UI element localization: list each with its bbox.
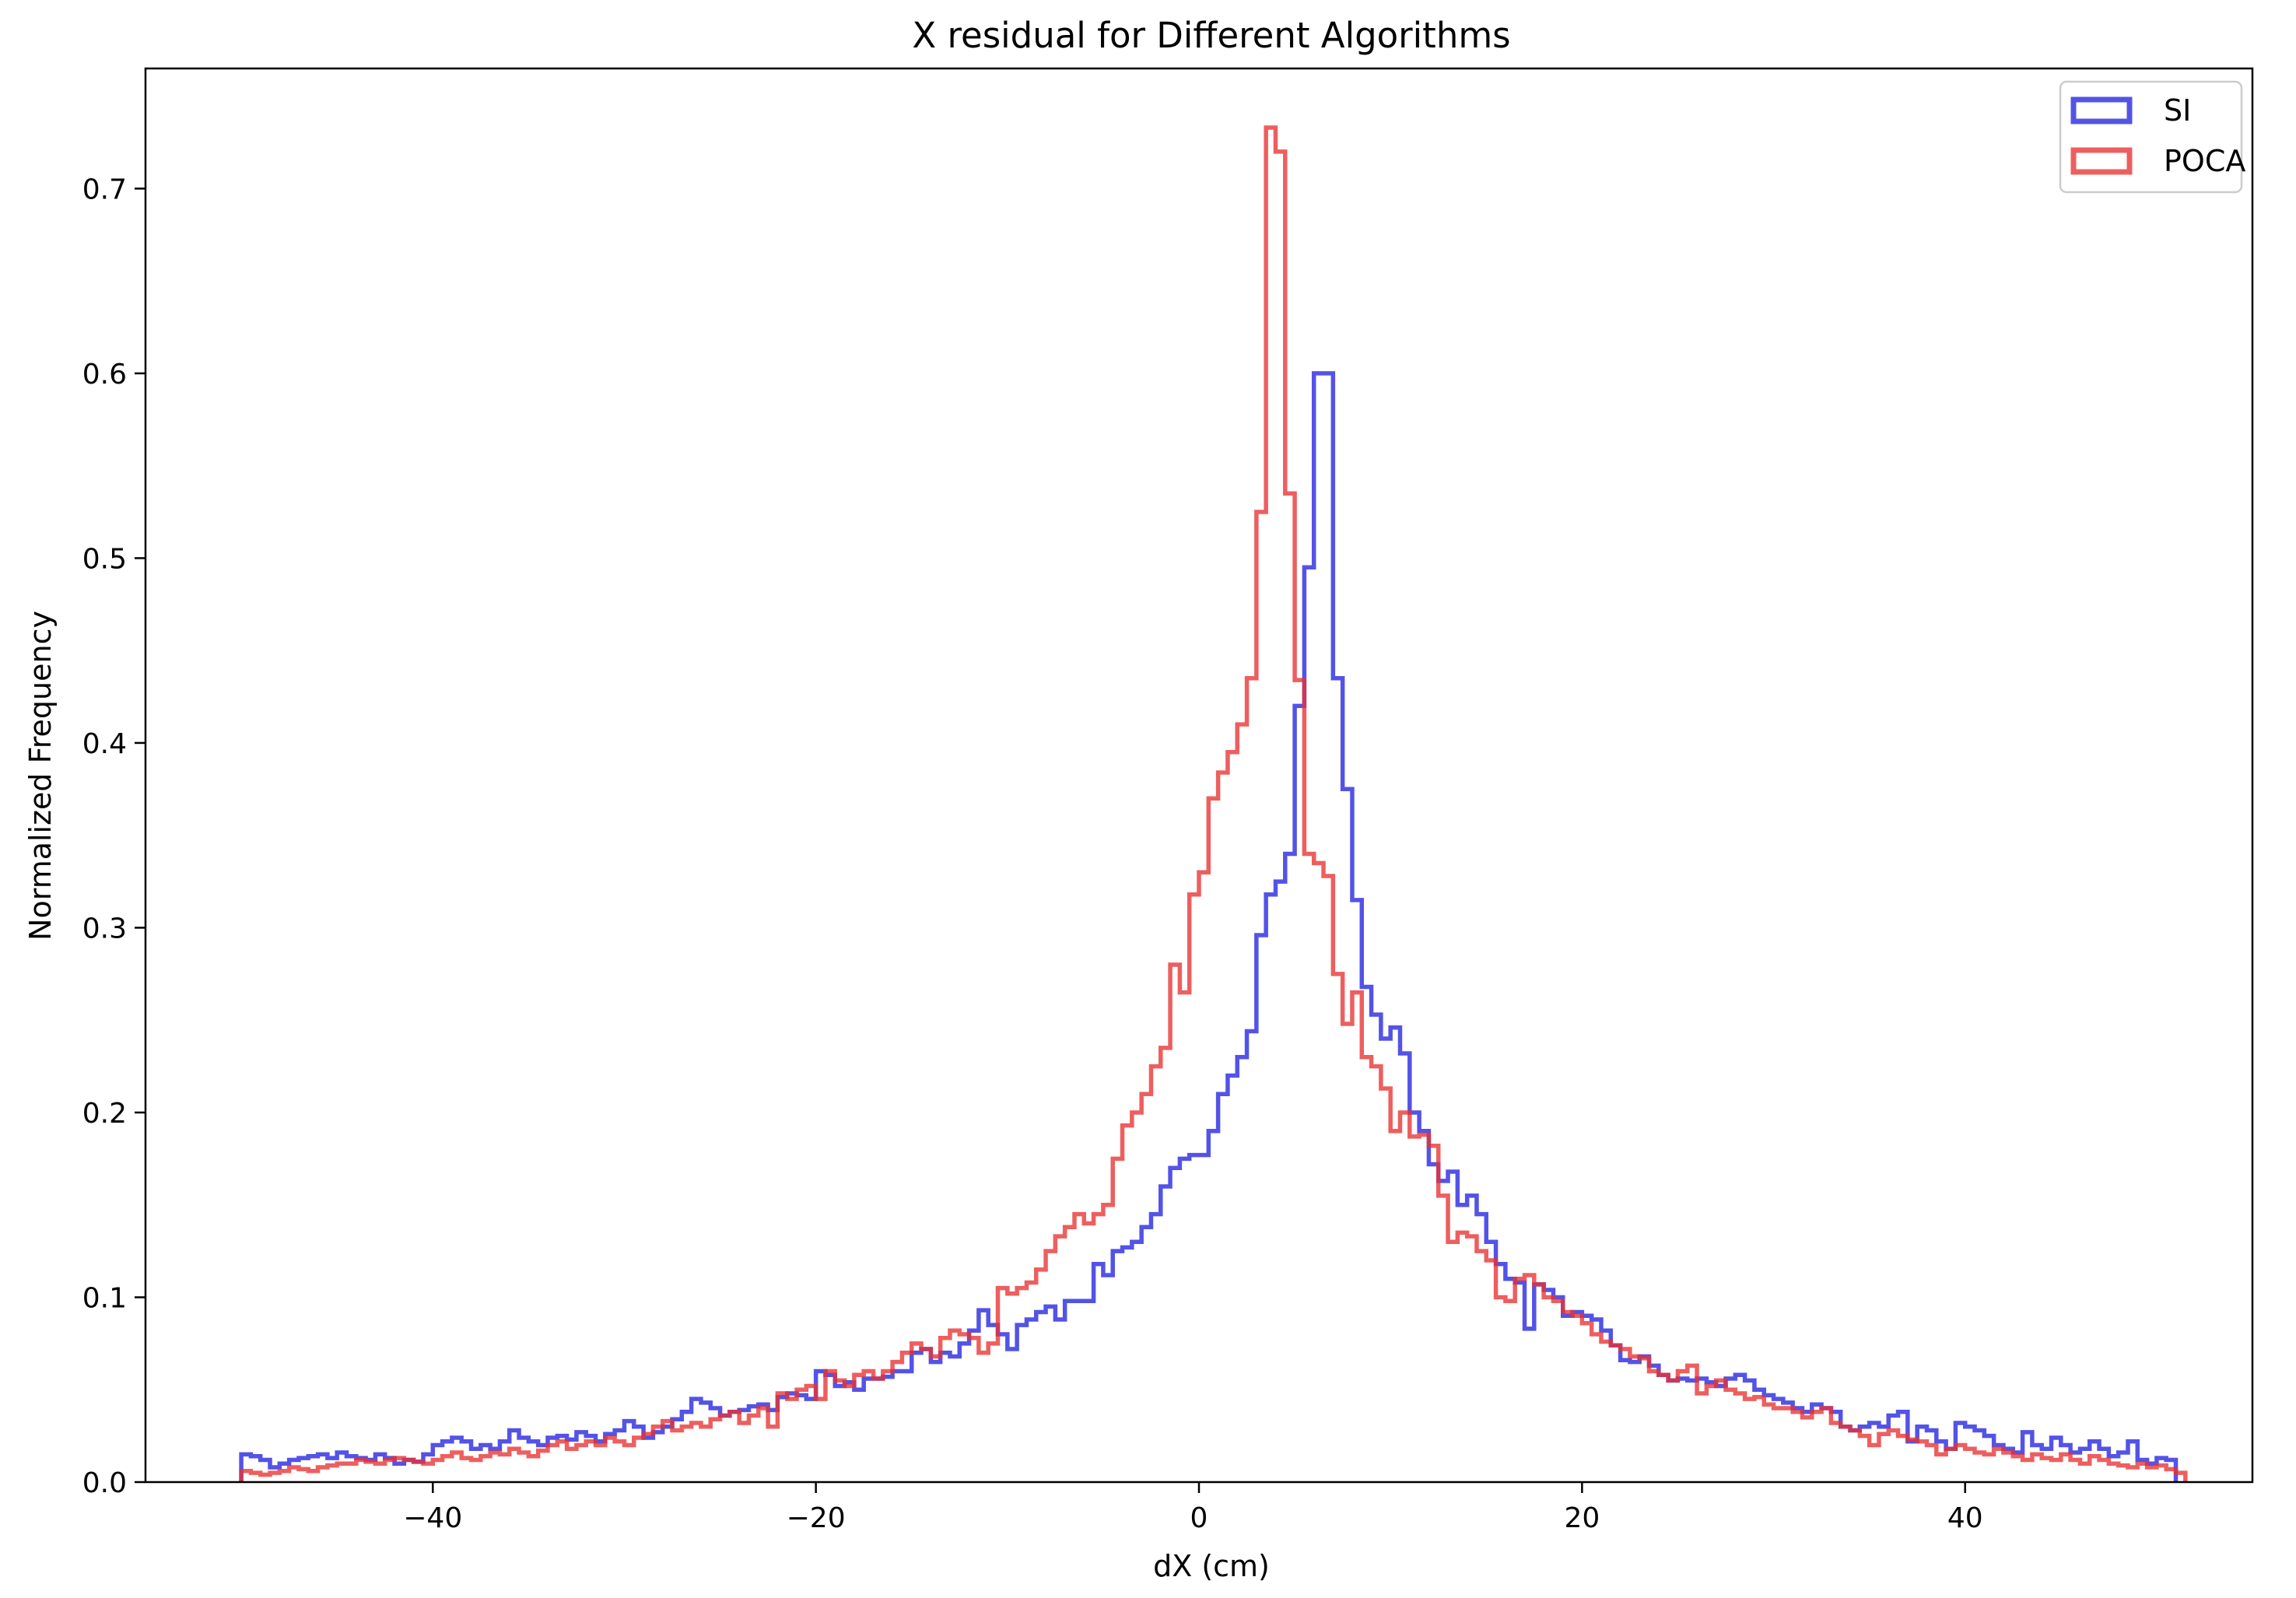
y-axis-label: Normalized Frequency: [23, 611, 58, 941]
series-layer: [239, 125, 2188, 1482]
series-line-poca: [239, 125, 2188, 1482]
x-axis-label: dX (cm): [1153, 1549, 1270, 1583]
legend-label-poca: POCA: [2164, 144, 2245, 178]
y-tick-label: 0.6: [82, 359, 127, 391]
x-axis: −40 −20 0 20 40: [403, 1482, 1983, 1534]
y-tick-label: 0.4: [82, 728, 127, 760]
series-line-si: [239, 371, 2179, 1482]
y-axis: 0.0 0.1 0.2 0.3 0.4 0.5 0.6 0.7: [82, 173, 145, 1499]
y-tick-label: 0.1: [82, 1282, 127, 1314]
x-tick-label: −20: [787, 1502, 846, 1534]
y-tick-label: 0.3: [82, 913, 127, 944]
x-tick-label: −40: [403, 1502, 462, 1534]
x-tick-label: 20: [1564, 1502, 1600, 1534]
y-tick-label: 0.0: [82, 1467, 127, 1499]
legend-box: [2059, 80, 2243, 194]
legend-label-si: SI: [2164, 93, 2191, 128]
chart-title: X residual for Different Algorithms: [912, 15, 1510, 56]
y-tick-label: 0.7: [82, 173, 127, 205]
x-tick-label: 0: [1190, 1502, 1208, 1534]
x-tick-label: 40: [1947, 1502, 1983, 1534]
y-tick-label: 0.2: [82, 1098, 127, 1130]
legend-swatch-si: [2070, 96, 2133, 124]
y-tick-label: 0.5: [82, 543, 127, 575]
legend: SI POCA: [2059, 80, 2245, 194]
plot-frame: [144, 67, 2254, 1484]
legend-swatch-poca: [2070, 147, 2133, 175]
